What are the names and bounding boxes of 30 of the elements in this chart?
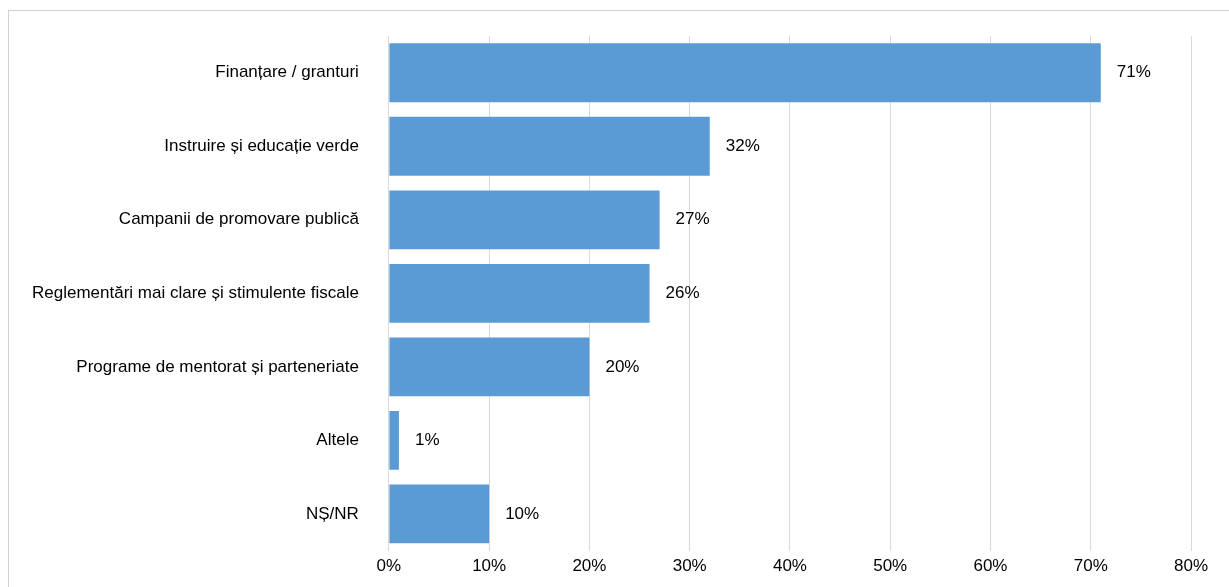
- y-tick-label: NȘ/NR: [306, 503, 359, 523]
- bar: [389, 337, 590, 397]
- y-tick-label: Programe de mentorat și parteneriate: [76, 356, 359, 376]
- data-label: 10%: [505, 503, 540, 523]
- y-tick-label: Instruire și educație verde: [164, 135, 359, 155]
- data-label: 27%: [675, 209, 710, 229]
- x-tick-label: 50%: [873, 556, 908, 576]
- y-tick-label: Campanii de promovare publică: [118, 209, 360, 229]
- x-tick-label: 10%: [472, 556, 507, 576]
- bar: [389, 116, 710, 176]
- x-tick-label: 20%: [572, 556, 607, 576]
- data-label: 26%: [665, 282, 700, 302]
- bar: [389, 190, 660, 250]
- x-tick-label: 80%: [1173, 556, 1209, 576]
- x-tick-label: 0%: [376, 556, 402, 576]
- x-tick-label: 30%: [672, 556, 707, 576]
- y-tick-label: Finanțare / granturi: [215, 62, 359, 82]
- y-tick-label: Reglementări mai clare și stimulente fiscale: [32, 282, 359, 302]
- data-label: 20%: [605, 356, 640, 376]
- bar: [389, 263, 650, 323]
- bar: [389, 410, 399, 470]
- bar: [389, 43, 1101, 103]
- x-tick-label: 60%: [973, 556, 1008, 576]
- x-tick-label: 70%: [1073, 556, 1108, 576]
- data-label: 1%: [414, 430, 440, 450]
- y-tick-label: Altele: [316, 430, 359, 450]
- bar: [389, 484, 490, 544]
- data-label: 71%: [1116, 62, 1151, 82]
- data-label: 32%: [725, 135, 760, 155]
- x-tick-label: 40%: [772, 556, 807, 576]
